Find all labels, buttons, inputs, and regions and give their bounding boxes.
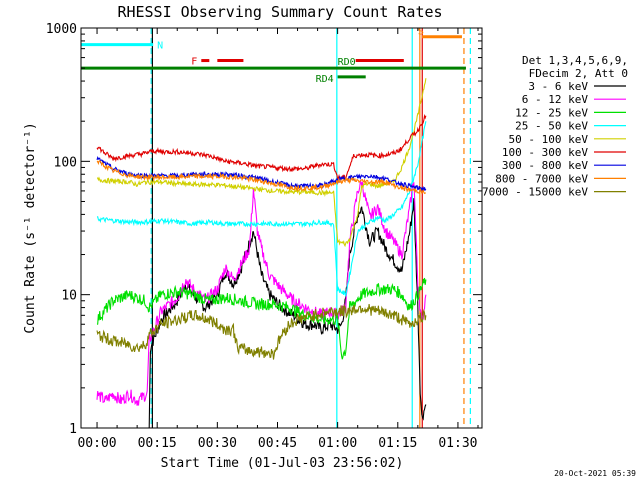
y-tick-label: 1000 (46, 22, 77, 37)
x-tick-label: 01:00 (318, 436, 357, 451)
legend-entry-label: 6 - 12 keV (522, 93, 589, 106)
status-bar-label: RD4 (316, 74, 334, 85)
y-axis-label: Count Rate (s⁻¹ detector⁻¹) (23, 122, 38, 333)
legend-entry-label: 7000 - 15000 keV (482, 186, 588, 199)
status-bar-label: RD0 (338, 57, 356, 68)
y-tick-label: 1 (69, 422, 77, 437)
x-tick-label: 00:30 (198, 436, 237, 451)
y-axis: 1 10 100 1000 (46, 22, 482, 437)
legend-entry-label: 800 - 7000 keV (495, 172, 588, 185)
series-lines (96, 78, 427, 428)
y-tick-label: 100 (54, 155, 77, 170)
status-bar-label: N (157, 41, 163, 52)
x-axis: 00:00 00:15 00:30 00:45 01:00 01:15 01:30 (77, 28, 479, 451)
legend-header: Det 1,3,4,5,6,9, (522, 54, 628, 67)
status-bars: N F RD0 RD4 S (81, 27, 466, 85)
x-axis-label: Start Time (01-Jul-03 23:56:02) (161, 456, 404, 471)
x-tick-label: 01:15 (378, 436, 417, 451)
series-line (97, 78, 427, 248)
legend-entry-label: 12 - 25 keV (515, 106, 588, 119)
legend-entry-label: 100 - 300 keV (502, 146, 588, 159)
footer-timestamp: 20-Oct-2021 05:39 (554, 469, 636, 478)
series-line (96, 121, 427, 297)
status-bar-label: F (191, 57, 197, 68)
x-tick-label: 01:30 (438, 436, 477, 451)
plot-frame (80, 27, 483, 429)
series-line (96, 155, 427, 193)
legend-header: FDecim 2, Att 0 (529, 67, 628, 80)
x-tick-label: 00:00 (77, 436, 116, 451)
y-tick-label: 10 (61, 289, 77, 304)
status-bar-label: S (418, 27, 424, 38)
series-line (96, 303, 427, 360)
legend-entry-label: 50 - 100 keV (509, 133, 589, 146)
x-tick-label: 00:45 (258, 436, 297, 451)
chart-title: RHESSI Observing Summary Count Rates (117, 3, 442, 21)
legend-entry-label: 25 - 50 keV (515, 120, 588, 133)
legend-entry-label: 300 - 800 keV (502, 159, 588, 172)
series-line (96, 160, 426, 195)
series-line (148, 198, 427, 428)
legend: Det 1,3,4,5,6,9,FDecim 2, Att 03 - 6 keV… (482, 54, 628, 199)
instrument-state-lines (150, 28, 471, 428)
series-line (96, 113, 427, 182)
series-line (96, 277, 427, 360)
legend-entry-label: 3 - 6 keV (528, 80, 588, 93)
x-tick-label: 00:15 (138, 436, 177, 451)
